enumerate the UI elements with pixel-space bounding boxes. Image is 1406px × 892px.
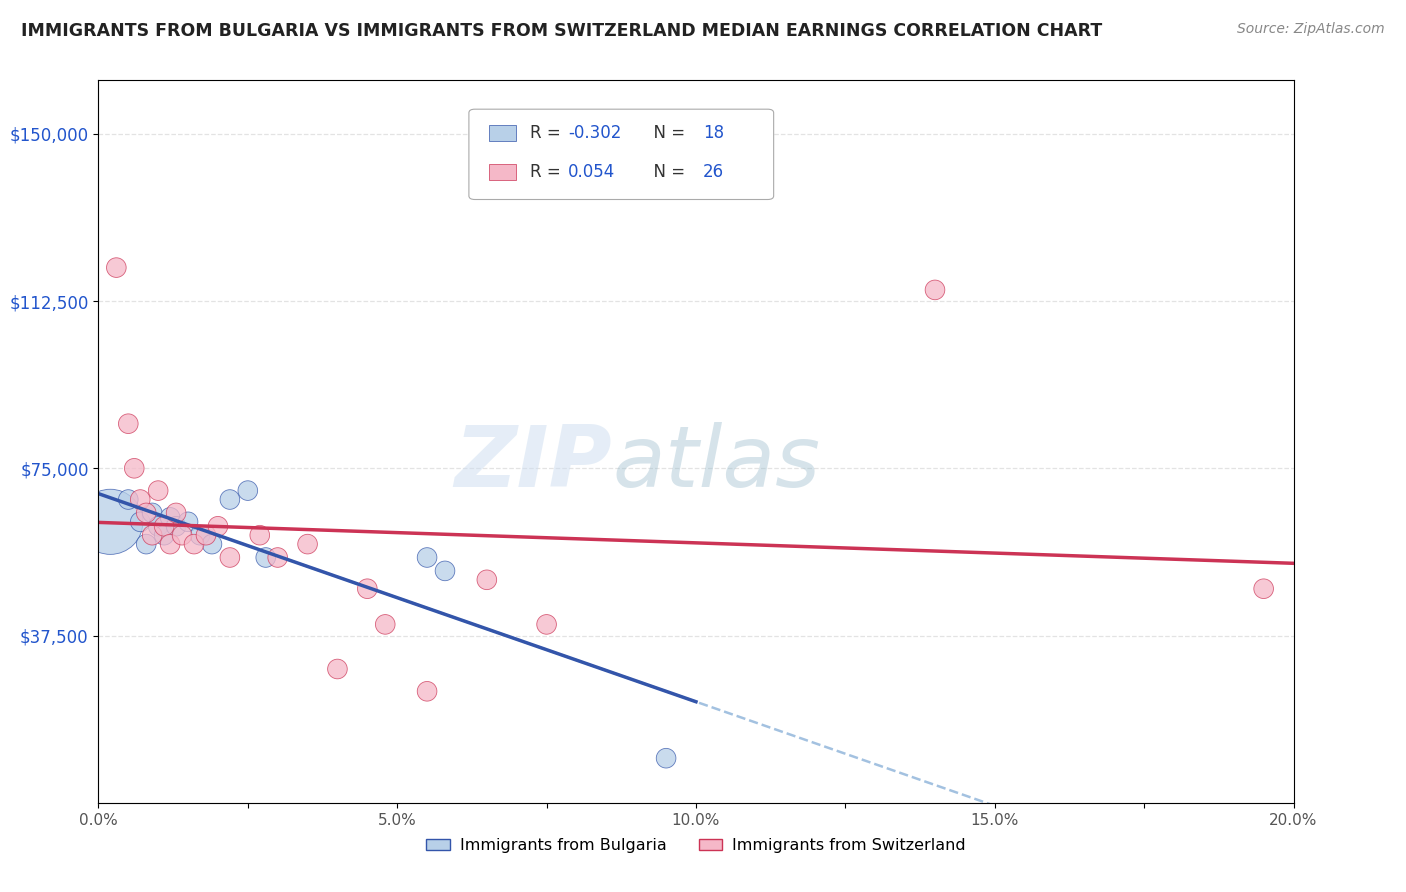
Text: IMMIGRANTS FROM BULGARIA VS IMMIGRANTS FROM SWITZERLAND MEDIAN EARNINGS CORRELAT: IMMIGRANTS FROM BULGARIA VS IMMIGRANTS F… — [21, 22, 1102, 40]
Point — [655, 751, 678, 765]
Text: N =: N = — [644, 124, 690, 142]
Point — [297, 537, 319, 551]
Text: 0.054: 0.054 — [568, 163, 616, 181]
Point — [326, 662, 349, 676]
Text: R =: R = — [530, 163, 565, 181]
Text: R =: R = — [530, 124, 565, 142]
Point — [177, 515, 200, 529]
Text: 18: 18 — [703, 124, 724, 142]
Point — [219, 550, 242, 565]
Text: -0.302: -0.302 — [568, 124, 621, 142]
Point — [165, 519, 187, 533]
Point — [207, 519, 229, 533]
Point — [141, 528, 163, 542]
Point — [416, 684, 439, 698]
Point — [374, 617, 396, 632]
Point — [153, 528, 176, 542]
Point — [135, 537, 157, 551]
Point — [1253, 582, 1275, 596]
Point — [141, 506, 163, 520]
Point — [153, 519, 176, 533]
Point — [475, 573, 498, 587]
Point — [236, 483, 259, 498]
FancyBboxPatch shape — [489, 164, 516, 180]
Point — [267, 550, 290, 565]
FancyBboxPatch shape — [470, 109, 773, 200]
Point — [129, 515, 152, 529]
Legend: Immigrants from Bulgaria, Immigrants from Switzerland: Immigrants from Bulgaria, Immigrants fro… — [420, 832, 972, 860]
Point — [249, 528, 271, 542]
Point — [148, 519, 170, 533]
Point — [924, 283, 946, 297]
Point — [434, 564, 457, 578]
Point — [159, 537, 181, 551]
Point — [124, 461, 146, 475]
Point — [129, 492, 152, 507]
Point — [356, 582, 378, 596]
Point — [159, 510, 181, 524]
Point — [536, 617, 558, 632]
Point — [172, 528, 194, 542]
Text: atlas: atlas — [613, 422, 820, 505]
Text: Source: ZipAtlas.com: Source: ZipAtlas.com — [1237, 22, 1385, 37]
Text: ZIP: ZIP — [454, 422, 613, 505]
Point — [135, 506, 157, 520]
Text: N =: N = — [644, 163, 690, 181]
Point — [98, 515, 122, 529]
Point — [117, 417, 139, 431]
Point — [188, 528, 211, 542]
Point — [183, 537, 205, 551]
Text: 26: 26 — [703, 163, 724, 181]
FancyBboxPatch shape — [489, 125, 516, 141]
Point — [105, 260, 128, 275]
Point — [254, 550, 277, 565]
Point — [195, 528, 218, 542]
Point — [117, 492, 139, 507]
Point — [165, 506, 187, 520]
Point — [148, 483, 170, 498]
Point — [219, 492, 242, 507]
Point — [201, 537, 224, 551]
Point — [416, 550, 439, 565]
